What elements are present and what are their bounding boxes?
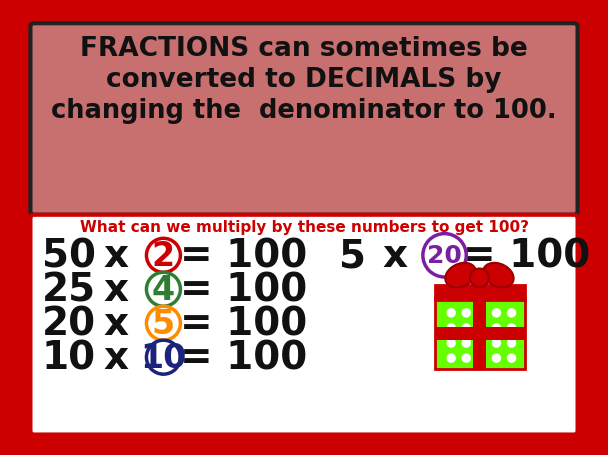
- Circle shape: [446, 324, 456, 333]
- Circle shape: [147, 239, 181, 273]
- Circle shape: [492, 339, 501, 348]
- Text: FRACTIONS can sometimes be: FRACTIONS can sometimes be: [80, 35, 528, 61]
- Text: = 100: = 100: [180, 339, 307, 376]
- Circle shape: [446, 339, 456, 348]
- Circle shape: [477, 339, 486, 348]
- Circle shape: [446, 308, 456, 318]
- Circle shape: [470, 269, 489, 288]
- Text: converted to DECIMALS by: converted to DECIMALS by: [106, 67, 502, 93]
- FancyBboxPatch shape: [30, 215, 578, 435]
- Circle shape: [147, 273, 181, 307]
- Text: = 100: = 100: [180, 271, 307, 308]
- Circle shape: [507, 308, 516, 318]
- Circle shape: [492, 354, 501, 363]
- Circle shape: [492, 324, 501, 333]
- Text: x: x: [104, 339, 129, 376]
- Text: x: x: [104, 271, 129, 308]
- Text: 25: 25: [42, 271, 96, 308]
- Circle shape: [507, 354, 516, 363]
- Text: 2: 2: [152, 239, 175, 272]
- Text: 5: 5: [339, 237, 365, 275]
- Circle shape: [477, 308, 486, 318]
- Text: changing the  denominator to 100.: changing the denominator to 100.: [51, 98, 557, 124]
- FancyBboxPatch shape: [30, 24, 578, 215]
- Circle shape: [461, 339, 471, 348]
- Text: 20: 20: [427, 244, 462, 268]
- Text: x: x: [104, 304, 129, 343]
- Bar: [435, 298, 525, 369]
- Circle shape: [461, 324, 471, 333]
- Bar: [473, 298, 486, 369]
- Text: = 100: = 100: [463, 237, 590, 275]
- Circle shape: [147, 340, 181, 374]
- Ellipse shape: [483, 263, 514, 288]
- Text: 4: 4: [152, 273, 175, 306]
- Circle shape: [461, 308, 471, 318]
- Text: 20: 20: [42, 304, 96, 343]
- Ellipse shape: [445, 263, 476, 288]
- Text: 5: 5: [152, 307, 175, 340]
- Circle shape: [477, 324, 486, 333]
- Circle shape: [461, 354, 471, 363]
- Circle shape: [423, 234, 466, 278]
- Circle shape: [507, 324, 516, 333]
- Circle shape: [507, 339, 516, 348]
- Text: = 100: = 100: [180, 304, 307, 343]
- Text: x: x: [382, 237, 407, 275]
- Circle shape: [492, 308, 501, 318]
- Circle shape: [477, 354, 486, 363]
- Bar: [435, 327, 525, 340]
- Text: 10: 10: [140, 341, 187, 374]
- Text: What can we multiply by these numbers to get 100?: What can we multiply by these numbers to…: [80, 220, 528, 235]
- Text: = 100: = 100: [180, 237, 307, 275]
- Circle shape: [147, 307, 181, 340]
- Circle shape: [446, 354, 456, 363]
- Text: 50: 50: [42, 237, 96, 275]
- Bar: [435, 285, 525, 300]
- Text: x: x: [104, 237, 129, 275]
- Text: 10: 10: [42, 339, 96, 376]
